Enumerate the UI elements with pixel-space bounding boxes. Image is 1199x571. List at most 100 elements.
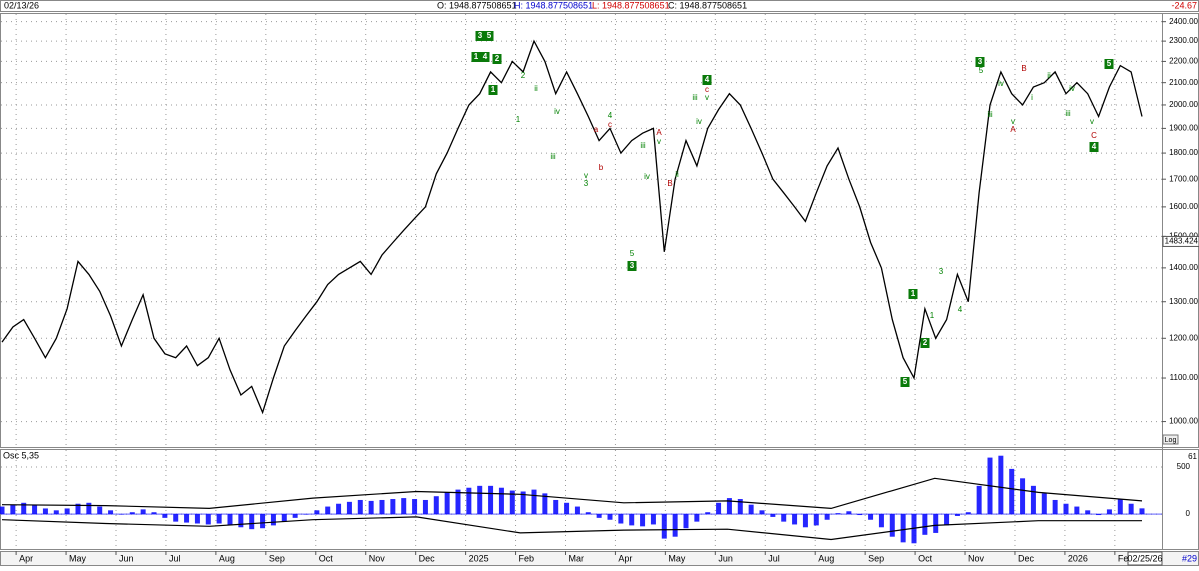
osc-bar bbox=[433, 496, 439, 515]
log-button: Log bbox=[1165, 437, 1177, 444]
open: O: 1948.877508651 bbox=[437, 0, 517, 10]
y-tick-label: 2000.00 bbox=[1169, 100, 1198, 109]
wave-label: v bbox=[584, 171, 588, 180]
osc-bar bbox=[53, 510, 59, 515]
osc-bar bbox=[488, 485, 494, 515]
wave-label: B bbox=[1021, 64, 1026, 73]
price-marker: 1483.424 bbox=[1165, 237, 1199, 246]
osc-bar bbox=[726, 498, 732, 515]
osc-bar bbox=[813, 514, 819, 526]
x-tick-label: 2026 bbox=[1068, 553, 1088, 563]
wave-box bbox=[908, 289, 918, 299]
x-tick-label: 2025 bbox=[469, 553, 489, 563]
wave-box bbox=[1089, 142, 1099, 152]
osc-bar bbox=[336, 503, 342, 515]
wave-label: v bbox=[705, 93, 709, 102]
wave-label: iii bbox=[1065, 109, 1071, 118]
osc-bar bbox=[944, 514, 950, 526]
osc-bar bbox=[889, 514, 895, 537]
x-tick-label: Apr bbox=[618, 553, 632, 563]
osc-bar bbox=[705, 512, 711, 515]
wave-label: v bbox=[657, 137, 661, 146]
wave-label: 5 bbox=[979, 66, 984, 75]
wave-label: iv bbox=[998, 79, 1004, 88]
x-tick-label: May bbox=[69, 553, 87, 563]
wave-label: 1 bbox=[911, 289, 916, 298]
wave-label: 1 bbox=[930, 311, 935, 320]
osc-bar bbox=[162, 514, 168, 518]
price-line bbox=[1, 39, 1143, 415]
y-tick-label: 1200.00 bbox=[1169, 333, 1198, 342]
wave-label: 3 bbox=[584, 179, 589, 188]
wave-box bbox=[492, 54, 502, 64]
wave-box bbox=[471, 52, 481, 62]
osc-bar bbox=[781, 514, 787, 522]
wave-label: 1 bbox=[474, 52, 479, 61]
wave-box bbox=[920, 338, 930, 348]
osc-bar bbox=[270, 514, 276, 526]
wave-label: c bbox=[608, 120, 612, 129]
osc-bar bbox=[249, 514, 255, 530]
wave-label: iii bbox=[692, 93, 698, 102]
change: -24.67 bbox=[1171, 0, 1197, 10]
osc-bar bbox=[1041, 493, 1047, 515]
osc-bar bbox=[292, 514, 298, 518]
wave-label: iv bbox=[644, 172, 650, 181]
osc-last-value: 61 bbox=[1188, 452, 1197, 461]
osc-bar bbox=[661, 514, 667, 539]
osc-bar bbox=[629, 514, 635, 526]
osc-bar bbox=[412, 499, 418, 515]
osc-bar bbox=[75, 503, 81, 515]
osc-bar bbox=[835, 513, 841, 515]
osc-bar bbox=[954, 514, 960, 516]
wave-label: B bbox=[667, 179, 672, 188]
osc-bar bbox=[108, 510, 114, 515]
wave-label: iv bbox=[696, 117, 702, 126]
osc-bar bbox=[216, 514, 222, 524]
wave-box bbox=[900, 377, 910, 387]
osc-bar bbox=[379, 499, 385, 515]
wave-box bbox=[480, 52, 490, 62]
osc-bar bbox=[878, 514, 884, 528]
osc-bar bbox=[574, 506, 580, 515]
osc-bar bbox=[553, 499, 559, 515]
osc-bar bbox=[140, 509, 146, 515]
osc-bar bbox=[607, 514, 613, 520]
osc-bar bbox=[1009, 468, 1015, 515]
x-tick-label: Nov bbox=[968, 553, 985, 563]
osc-bar bbox=[531, 489, 537, 515]
close: C: 1948.877508651 bbox=[668, 0, 747, 10]
log-button-box bbox=[1162, 434, 1179, 445]
wave-label: 2 bbox=[923, 338, 928, 347]
osc-bar bbox=[205, 514, 211, 525]
x-tick-label: Mar bbox=[568, 553, 584, 563]
wave-label: 4 bbox=[1092, 142, 1097, 151]
date: 02/13/26 bbox=[4, 0, 39, 10]
osc-bar bbox=[97, 506, 103, 515]
x-tick-label: Oct bbox=[319, 553, 334, 563]
y-tick-label: 2100.00 bbox=[1169, 78, 1198, 87]
osc-bar bbox=[618, 514, 624, 524]
x-tick-label: Oct bbox=[918, 553, 933, 563]
x-tick-label: Aug bbox=[818, 553, 834, 563]
high: H: 1948.877508651 bbox=[514, 0, 593, 10]
wave-label: iii bbox=[987, 110, 993, 119]
osc-bar bbox=[683, 514, 689, 529]
wave-box bbox=[975, 57, 985, 67]
x-tick-label: Nov bbox=[369, 553, 386, 563]
wave-label: 5 bbox=[1107, 59, 1112, 68]
x-tick-label: Feb bbox=[519, 553, 535, 563]
osc-bar bbox=[585, 512, 591, 515]
osc-bar bbox=[314, 510, 320, 515]
osc-bar bbox=[1128, 503, 1134, 515]
osc-bar bbox=[455, 489, 461, 515]
wave-label: 3 bbox=[478, 31, 483, 40]
osc-bar bbox=[227, 514, 233, 526]
y-tick-label: 1000.00 bbox=[1169, 417, 1198, 426]
wave-label: 4 bbox=[483, 52, 488, 61]
wave-box bbox=[627, 261, 637, 271]
osc-bar bbox=[1020, 478, 1026, 515]
x-tick-label: Dec bbox=[1018, 553, 1035, 563]
osc-bar bbox=[564, 502, 570, 515]
osc-bar bbox=[737, 499, 743, 515]
